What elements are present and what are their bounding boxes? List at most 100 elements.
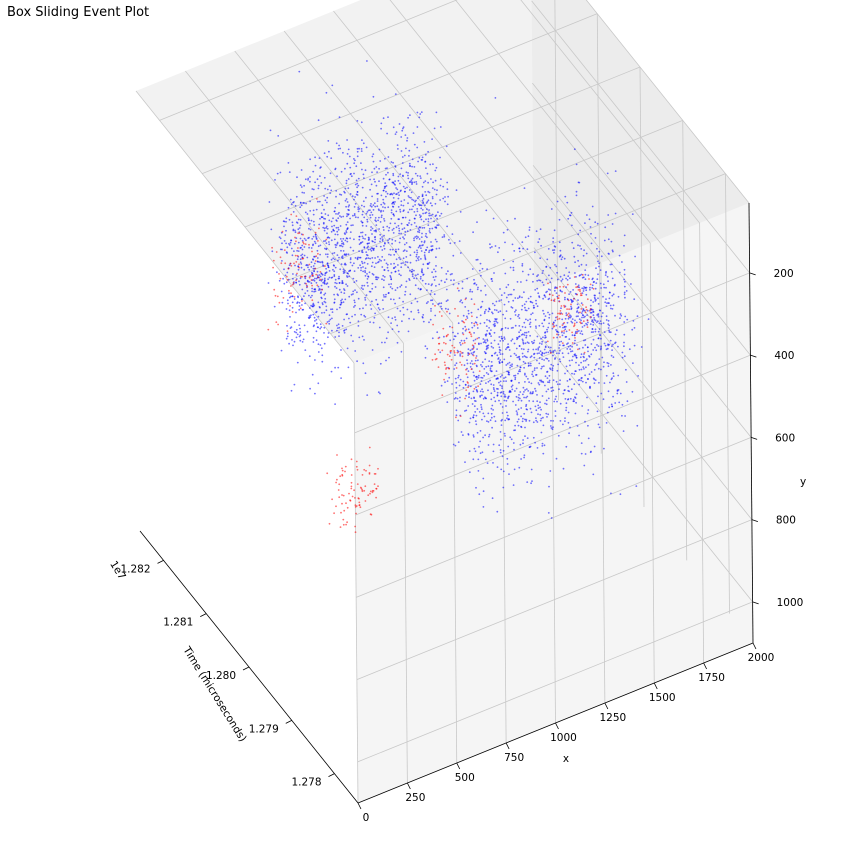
scatter-point	[445, 273, 448, 275]
scatter-point	[435, 193, 438, 196]
scatter-point	[334, 243, 337, 246]
scatter-point	[483, 374, 485, 377]
scatter-point	[534, 405, 537, 408]
scatter-point	[535, 419, 538, 422]
scatter-point	[365, 294, 368, 296]
scatter-point	[512, 326, 514, 329]
scatter-point	[356, 120, 359, 122]
scatter-point	[515, 309, 517, 312]
scatter-point	[339, 303, 342, 306]
scatter-point	[550, 517, 553, 519]
scatter-point	[345, 230, 348, 232]
scatter-point	[353, 158, 355, 160]
scatter-point	[366, 242, 369, 245]
scatter-point	[521, 263, 524, 265]
scatter-point	[426, 200, 429, 203]
scatter-point	[581, 274, 584, 276]
scatter-point	[602, 322, 605, 324]
scatter-point	[389, 222, 392, 225]
scatter-point	[476, 288, 479, 291]
scatter-point	[289, 316, 291, 318]
scatter-point	[636, 424, 639, 427]
scatter-point	[361, 260, 363, 263]
scatter-point	[365, 146, 368, 149]
scatter-point	[301, 304, 303, 306]
scatter-point	[369, 304, 372, 306]
scatter-point	[484, 458, 487, 461]
scatter-point	[582, 360, 585, 362]
scatter-point	[408, 196, 411, 199]
scatter-point	[377, 307, 380, 309]
scatter-point	[428, 251, 430, 254]
scatter-point	[321, 312, 323, 314]
scatter-point	[298, 266, 300, 269]
scatter-point	[293, 330, 296, 333]
scatter-point	[339, 475, 342, 478]
scatter-point	[610, 263, 613, 266]
scatter-point	[558, 383, 561, 386]
scatter-point	[341, 242, 343, 245]
scatter-point	[540, 379, 543, 382]
scatter-point	[478, 411, 481, 413]
scatter-point	[487, 373, 490, 376]
scatter-point	[432, 181, 434, 184]
scatter-point	[437, 211, 439, 214]
scatter-point	[574, 353, 576, 356]
scatter-point	[462, 380, 465, 383]
scatter-point	[595, 362, 598, 365]
scatter-point	[460, 299, 462, 302]
scatter-point	[337, 226, 340, 229]
scatter-point	[454, 377, 457, 380]
scatter-point	[285, 281, 288, 284]
scatter-point	[348, 275, 350, 278]
scatter-point	[370, 249, 373, 252]
scatter-point	[438, 247, 441, 250]
scatter-point	[321, 360, 324, 363]
z-tick-label: 1.281	[163, 617, 193, 629]
scatter-point	[432, 323, 434, 326]
scatter-point	[417, 230, 419, 233]
scatter-point	[406, 139, 408, 142]
scatter-point	[609, 331, 612, 334]
scatter-point	[359, 264, 361, 267]
scatter-point	[532, 421, 535, 424]
scatter-point	[367, 494, 370, 497]
scatter-point	[451, 326, 454, 329]
scatter-point	[312, 235, 315, 238]
scatter-point	[518, 335, 520, 338]
scatter-point	[536, 400, 539, 403]
scatter-point	[334, 281, 337, 284]
scatter-point	[417, 273, 419, 276]
scatter-point	[316, 198, 318, 200]
scatter-point	[590, 232, 592, 235]
scatter-point	[370, 211, 373, 214]
scatter-point	[507, 343, 509, 345]
scatter-point	[521, 264, 524, 267]
scatter-point	[499, 380, 502, 383]
scatter-point	[491, 364, 494, 367]
scatter-point	[583, 339, 585, 342]
scatter-point	[345, 182, 348, 185]
scatter-point	[536, 275, 538, 278]
scatter-point	[540, 367, 543, 370]
scatter-point	[373, 473, 376, 475]
scatter-point	[371, 233, 373, 235]
scatter-point	[489, 419, 492, 422]
scatter-point	[462, 314, 465, 317]
scatter-point	[336, 233, 339, 236]
scatter-point	[443, 378, 445, 381]
scatter-point	[301, 341, 304, 343]
scatter-point	[434, 169, 437, 172]
scatter-point	[520, 308, 523, 311]
scatter-point	[350, 485, 353, 488]
scatter-point	[413, 269, 415, 272]
scatter-point	[312, 244, 314, 247]
y-tick-mark	[750, 354, 757, 358]
scatter-point	[322, 221, 325, 224]
scatter-point	[394, 240, 397, 242]
scatter-point	[479, 383, 482, 385]
scatter-point	[524, 331, 526, 334]
scatter-point	[403, 227, 406, 230]
scatter-point	[482, 506, 485, 508]
scatter-point	[515, 410, 518, 412]
